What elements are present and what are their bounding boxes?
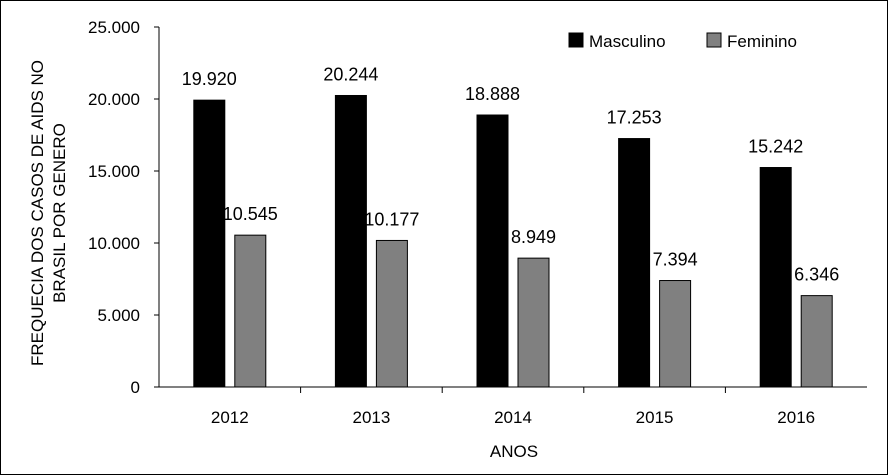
x-tick-label-2012: 2012 [211,408,249,427]
y-tick-label: 15.000 [88,162,140,181]
x-tick-label-2016: 2016 [777,408,815,427]
bar-feminino-2013 [375,239,408,388]
legend-swatch-feminino [706,32,722,48]
y-tick-label: 20.000 [88,90,140,109]
x-ticks: 2012 2013 2014 2015 2016 [211,387,815,427]
y-tick-label: 25.000 [88,18,140,37]
y-axis-title-line-1: FREQUECIA DOS CASOS DE AIDS NO [28,60,47,366]
data-label-feminino-2015: 7.394 [653,250,698,270]
x-axis-title: ANOS [490,442,538,461]
data-label-feminino-2016: 6.346 [794,265,839,285]
data-label-masculino-2015: 17.253 [607,108,662,128]
data-labels: 19.920 10.545 20.244 10.177 18.888 8.949 17.25… [182,64,839,284]
legend-label-feminino: Feminino [727,32,797,51]
bar-masculino-2016 [759,167,792,388]
data-label-masculino-2012: 19.920 [182,69,237,89]
y-ticks: 0 5.000 10.000 15.000 20.000 25.000 [88,18,159,397]
bar-masculino-2013 [334,94,367,388]
bars [193,94,833,388]
x-tick-label-2013: 2013 [352,408,390,427]
y-tick-label: 5.000 [97,306,140,325]
data-label-feminino-2012: 10.545 [223,204,278,224]
bar-feminino-2015 [659,280,692,388]
bar-feminino-2012 [234,234,267,388]
y-axis-title-line-2: BRASIL POR GENERO [50,123,69,303]
y-tick-label: 0 [131,378,140,397]
legend-label-masculino: Masculino [589,32,666,51]
bar-feminino-2016 [800,295,833,388]
legend-swatch-masculino [568,32,584,48]
bar-masculino-2015 [618,138,651,388]
y-tick-label: 10.000 [88,234,140,253]
x-tick-label-2015: 2015 [636,408,674,427]
bar-masculino-2012 [193,99,226,388]
data-label-masculino-2014: 18.888 [465,84,520,104]
data-label-feminino-2013: 10.177 [364,209,419,229]
data-label-feminino-2014: 8.949 [511,227,556,247]
bar-masculino-2014 [476,114,509,388]
legend: Masculino Feminino [568,32,797,51]
data-label-masculino-2016: 15.242 [748,137,803,157]
bar-feminino-2014 [517,257,550,388]
data-label-masculino-2013: 20.244 [323,64,378,84]
y-axis-title: FREQUECIA DOS CASOS DE AIDS NO BRASIL PO… [28,60,69,366]
x-tick-label-2014: 2014 [494,408,532,427]
